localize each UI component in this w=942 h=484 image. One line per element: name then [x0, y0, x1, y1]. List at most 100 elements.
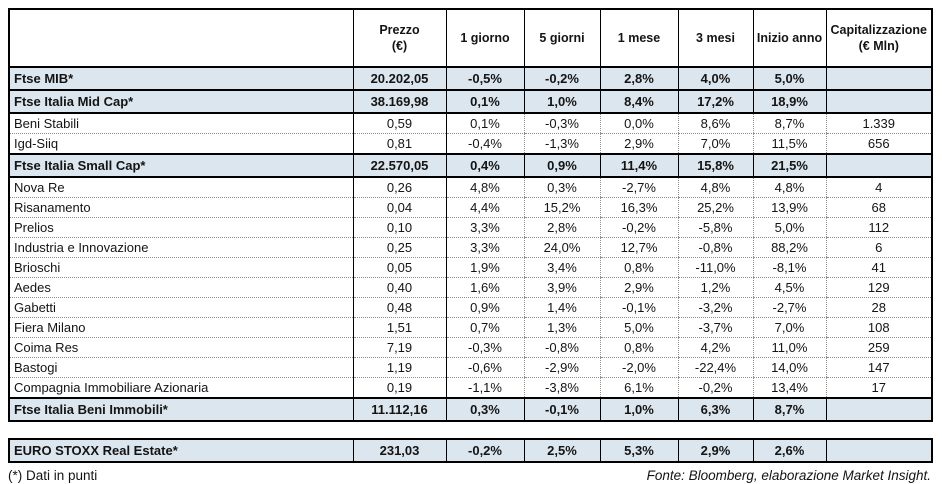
- cell-value: 5,0%: [599, 317, 678, 338]
- table-row: Bastogi 1,19 -0,6% -2,9% -2,0% -22,4% 14,0% 147: [9, 357, 932, 378]
- cell-value: -2,7%: [599, 176, 678, 198]
- row-label: Bastogi: [9, 357, 353, 378]
- cell-value: 3,9%: [523, 277, 600, 298]
- euro-stoxx-table: EURO STOXX Real Estate* 231,03 -0,2% 2,5% 5,…: [8, 438, 933, 463]
- cell-value: 2,8%: [599, 66, 678, 91]
- cell-value: [825, 89, 932, 114]
- table-row: Industria e Innovazione 0,25 3,3% 24,0% 12,7…: [9, 237, 932, 258]
- cell-value: 1,4%: [523, 297, 600, 318]
- row-label: Compagnia Immobiliare Azionaria: [9, 377, 353, 399]
- cell-value: -1,1%: [445, 377, 524, 399]
- table-row: Ftse Italia Mid Cap* 38.169,98 0,1% 1,0% 8,4…: [9, 89, 932, 114]
- column-header-inizio-anno: Inizio anno: [752, 9, 826, 68]
- column-header-sublabel: (€ Mln): [858, 39, 899, 53]
- cell-value: 4,8%: [445, 176, 524, 198]
- cell-value: 5,3%: [599, 438, 678, 463]
- cell-value: -0,2%: [599, 217, 678, 238]
- cell-value: 8,7%: [752, 112, 826, 134]
- table-row: Coima Res 7,19 -0,3% -0,8% 0,8% 4,2% 11,0% 259: [9, 337, 932, 358]
- row-label: Ftse Italia Mid Cap*: [9, 89, 353, 114]
- cell-value: 1,19: [352, 357, 446, 378]
- cell-value: 2,9%: [599, 133, 678, 155]
- cell-value: 15,2%: [523, 197, 600, 218]
- row-label: Beni Stabili: [9, 112, 353, 134]
- cell-value: 17,2%: [677, 89, 753, 114]
- table-row: Compagnia Immobiliare Azionaria 0,19 -1,1%…: [9, 377, 932, 399]
- cell-value: 108: [825, 317, 932, 338]
- cell-value: 1,2%: [677, 277, 753, 298]
- row-label: Fiera Milano: [9, 317, 353, 338]
- cell-value: 656: [825, 133, 932, 155]
- cell-value: 1.339: [825, 112, 932, 134]
- cell-value: 8,7%: [752, 397, 826, 422]
- header-row: Prezzo (€) 1 giorno 5 giorni 1 mese 3 me…: [9, 9, 932, 68]
- row-label: Risanamento: [9, 197, 353, 218]
- cell-value: 1,0%: [523, 89, 600, 114]
- cell-value: 112: [825, 217, 932, 238]
- row-label: Ftse MIB*: [9, 66, 353, 91]
- table-gap: [8, 422, 942, 438]
- column-header-5-giorni: 5 giorni: [523, 9, 600, 68]
- cell-value: [825, 153, 932, 178]
- cell-value: 4,8%: [752, 176, 826, 198]
- row-label: Brioschi: [9, 257, 353, 278]
- cell-value: -2,0%: [599, 357, 678, 378]
- cell-value: 20.202,05: [352, 66, 446, 91]
- table-row: Ftse MIB* 20.202,05 -0,5% -0,2% 2,8% 4,0% 5,0%: [9, 66, 932, 91]
- cell-value: 3,4%: [523, 257, 600, 278]
- cell-value: 0,8%: [599, 257, 678, 278]
- cell-value: [825, 397, 932, 422]
- cell-value: -0,5%: [445, 66, 524, 91]
- row-label: Nova Re: [9, 176, 353, 198]
- table-row: Ftse Italia Small Cap* 22.570,05 0,4% 0,9% 1…: [9, 153, 932, 178]
- cell-value: -0,6%: [445, 357, 524, 378]
- cell-value: -3,7%: [677, 317, 753, 338]
- cell-value: 15,8%: [677, 153, 753, 178]
- cell-value: 18,9%: [752, 89, 826, 114]
- cell-value: 2,9%: [677, 438, 753, 463]
- cell-value: -0,8%: [677, 237, 753, 258]
- table-row: Nova Re 0,26 4,8% 0,3% -2,7% 4,8% 4,8% 4: [9, 176, 932, 198]
- cell-value: 0,7%: [445, 317, 524, 338]
- cell-value: 4,5%: [752, 277, 826, 298]
- cell-value: 4,4%: [445, 197, 524, 218]
- column-header-3-mesi: 3 mesi: [677, 9, 753, 68]
- cell-value: 68: [825, 197, 932, 218]
- cell-value: 16,3%: [599, 197, 678, 218]
- cell-value: 5,0%: [752, 66, 826, 91]
- table-row: Fiera Milano 1,51 0,7% 1,3% 5,0% -3,7% 7,0% 108: [9, 317, 932, 338]
- cell-value: 21,5%: [752, 153, 826, 178]
- cell-value: 41: [825, 257, 932, 278]
- cell-value: [825, 438, 932, 463]
- cell-value: 2,9%: [599, 277, 678, 298]
- cell-value: 129: [825, 277, 932, 298]
- footnotes: (*) Dati in punti Fonte: Bloomberg, elab…: [8, 463, 931, 483]
- cell-value: 1,3%: [523, 317, 600, 338]
- cell-value: 1,51: [352, 317, 446, 338]
- cell-value: 14,0%: [752, 357, 826, 378]
- cell-value: 12,7%: [599, 237, 678, 258]
- cell-value: 6: [825, 237, 932, 258]
- cell-value: 0,3%: [523, 176, 600, 198]
- row-label: Coima Res: [9, 337, 353, 358]
- column-header-prezzo: Prezzo (€): [352, 9, 446, 68]
- cell-value: -3,8%: [523, 377, 600, 399]
- column-header-1-giorno: 1 giorno: [445, 9, 524, 68]
- row-label: Gabetti: [9, 297, 353, 318]
- footnote-source: Fonte: Bloomberg, elaborazione Market In…: [646, 468, 931, 483]
- cell-value: 0,48: [352, 297, 446, 318]
- cell-value: 7,0%: [677, 133, 753, 155]
- corner-cell: [9, 9, 353, 68]
- table-row: Aedes 0,40 1,6% 3,9% 2,9% 1,2% 4,5% 129: [9, 277, 932, 298]
- cell-value: 38.169,98: [352, 89, 446, 114]
- cell-value: -0,3%: [445, 337, 524, 358]
- cell-value: -0,1%: [599, 297, 678, 318]
- cell-value: 13,4%: [752, 377, 826, 399]
- cell-value: 22.570,05: [352, 153, 446, 178]
- cell-value: 11,5%: [752, 133, 826, 155]
- cell-value: -0,3%: [523, 112, 600, 134]
- cell-value: 0,9%: [523, 153, 600, 178]
- cell-value: -0,2%: [523, 66, 600, 91]
- cell-value: 24,0%: [523, 237, 600, 258]
- cell-value: 0,40: [352, 277, 446, 298]
